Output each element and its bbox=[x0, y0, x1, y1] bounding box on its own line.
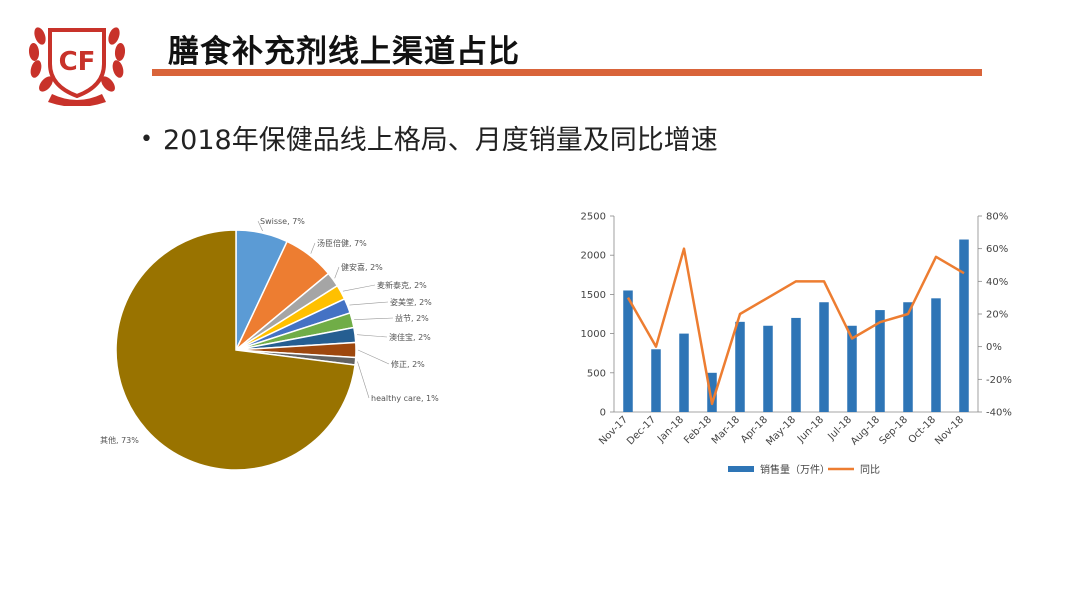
combo-chart-container: 0 500 1000 1500 2000 2500 -40% -20% 0% 20% 40% 60% 8… bbox=[570, 200, 1040, 490]
pie-leader-line bbox=[257, 220, 263, 232]
bar-Mar-18 bbox=[735, 321, 745, 412]
x-tick-label: Mar-18 bbox=[710, 414, 742, 446]
logo-text: CF bbox=[59, 47, 96, 77]
y-right-tick-label: 80% bbox=[986, 212, 1008, 223]
yoy-line bbox=[626, 247, 965, 406]
x-tick-label: Jun-18 bbox=[795, 414, 826, 445]
bar-Jun-18 bbox=[819, 302, 829, 412]
pie-leader-line bbox=[357, 334, 388, 338]
y-right-tick-label: 20% bbox=[986, 310, 1008, 321]
pie-leader-line bbox=[354, 317, 394, 320]
bar-Nov-17 bbox=[623, 290, 633, 412]
pie-label: Swisse, 7% bbox=[260, 217, 305, 226]
x-tick-label: Aug-18 bbox=[849, 414, 882, 447]
cf-logo: CF bbox=[28, 27, 126, 106]
pie-label: 其他, 73% bbox=[100, 435, 139, 445]
x-tick-label: Sep-18 bbox=[877, 414, 910, 447]
pie-label: 澳佳宝, 2% bbox=[389, 332, 431, 342]
pie-label: healthy care, 1% bbox=[371, 394, 439, 403]
bar-Oct-18 bbox=[931, 298, 941, 412]
y-right-tick-label: -40% bbox=[986, 408, 1012, 419]
pie-leader-line bbox=[334, 266, 340, 279]
y-right-tick-label: 0% bbox=[986, 342, 1002, 353]
pie-leader-line bbox=[342, 284, 376, 292]
x-tick-label: Jan-18 bbox=[655, 414, 686, 445]
slide-title: 膳食补充剂线上渠道占比 bbox=[168, 34, 520, 70]
pie-chart: Swisse, 7% 汤臣倍健, 7% 健安喜, 2% 麦新泰克, 2% 姿美堂, 2%… bbox=[100, 217, 439, 471]
pie-slice-10 bbox=[115, 229, 356, 471]
y-left-tick-label: 2000 bbox=[581, 251, 606, 262]
bar-Feb-18 bbox=[707, 372, 717, 412]
x-tick-label: May-18 bbox=[764, 414, 798, 448]
x-tick-label: Nov-18 bbox=[933, 414, 966, 447]
y-left-tick-label: 500 bbox=[587, 368, 606, 379]
y-left-tick-label: 0 bbox=[600, 408, 606, 419]
bullet-dot-icon: • bbox=[140, 127, 153, 152]
legend-bar-label: 销售量（万件） bbox=[760, 463, 830, 476]
x-tick-label: Oct-18 bbox=[907, 414, 939, 446]
bullet-label: 2018年保健品线上格局、月度销量及同比增速 bbox=[162, 125, 718, 156]
pie-label: 益节, 2% bbox=[395, 313, 429, 323]
pie-label: 汤臣倍健, 7% bbox=[317, 238, 367, 248]
bullet-text: • 2018年保健品线上格局、月度销量及同比增速 bbox=[140, 118, 718, 157]
pie-chart-container: Swisse, 7% 汤臣倍健, 7% 健安喜, 2% 麦新泰克, 2% 姿美堂, 2%… bbox=[88, 200, 488, 480]
pie-label: 姿美堂, 2% bbox=[390, 297, 432, 307]
y-right-tick-label: 60% bbox=[986, 244, 1008, 255]
bar-Nov-18 bbox=[959, 239, 969, 412]
pie-leader-line bbox=[349, 301, 389, 306]
title-divider bbox=[152, 69, 982, 76]
bar-Jul-18 bbox=[847, 325, 857, 412]
pie-leader-line bbox=[357, 361, 370, 399]
pie-label: 麦新泰克, 2% bbox=[377, 280, 427, 290]
x-tick-label: Dec-17 bbox=[625, 414, 658, 447]
bar-May-18 bbox=[791, 317, 801, 412]
sales-yoy-chart: 0 500 1000 1500 2000 2500 -40% -20% 0% 20% 40% 60% 8… bbox=[581, 212, 1012, 477]
y-left-tick-label: 1000 bbox=[581, 329, 606, 340]
y-right-tick-label: -20% bbox=[986, 375, 1012, 386]
legend-bar-swatch bbox=[728, 466, 754, 472]
x-tick-label: Nov-17 bbox=[597, 414, 630, 447]
y-left-tick-label: 2500 bbox=[581, 212, 606, 223]
bar-Sep-18 bbox=[903, 302, 913, 412]
pie-leader-line bbox=[310, 242, 316, 254]
bar-Apr-18 bbox=[763, 325, 773, 412]
pie-leader-line bbox=[357, 349, 390, 365]
bar-Aug-18 bbox=[875, 310, 885, 412]
x-tick-label: Feb-18 bbox=[682, 414, 714, 446]
bar-Jan-18 bbox=[679, 333, 689, 412]
bar-Dec-17 bbox=[651, 349, 661, 412]
pie-label: 修正, 2% bbox=[391, 359, 425, 369]
y-left-tick-label: 1500 bbox=[581, 290, 606, 301]
pie-label: 健安喜, 2% bbox=[341, 262, 383, 272]
y-right-tick-label: 40% bbox=[986, 277, 1008, 288]
legend-line-label: 同比 bbox=[860, 464, 880, 476]
